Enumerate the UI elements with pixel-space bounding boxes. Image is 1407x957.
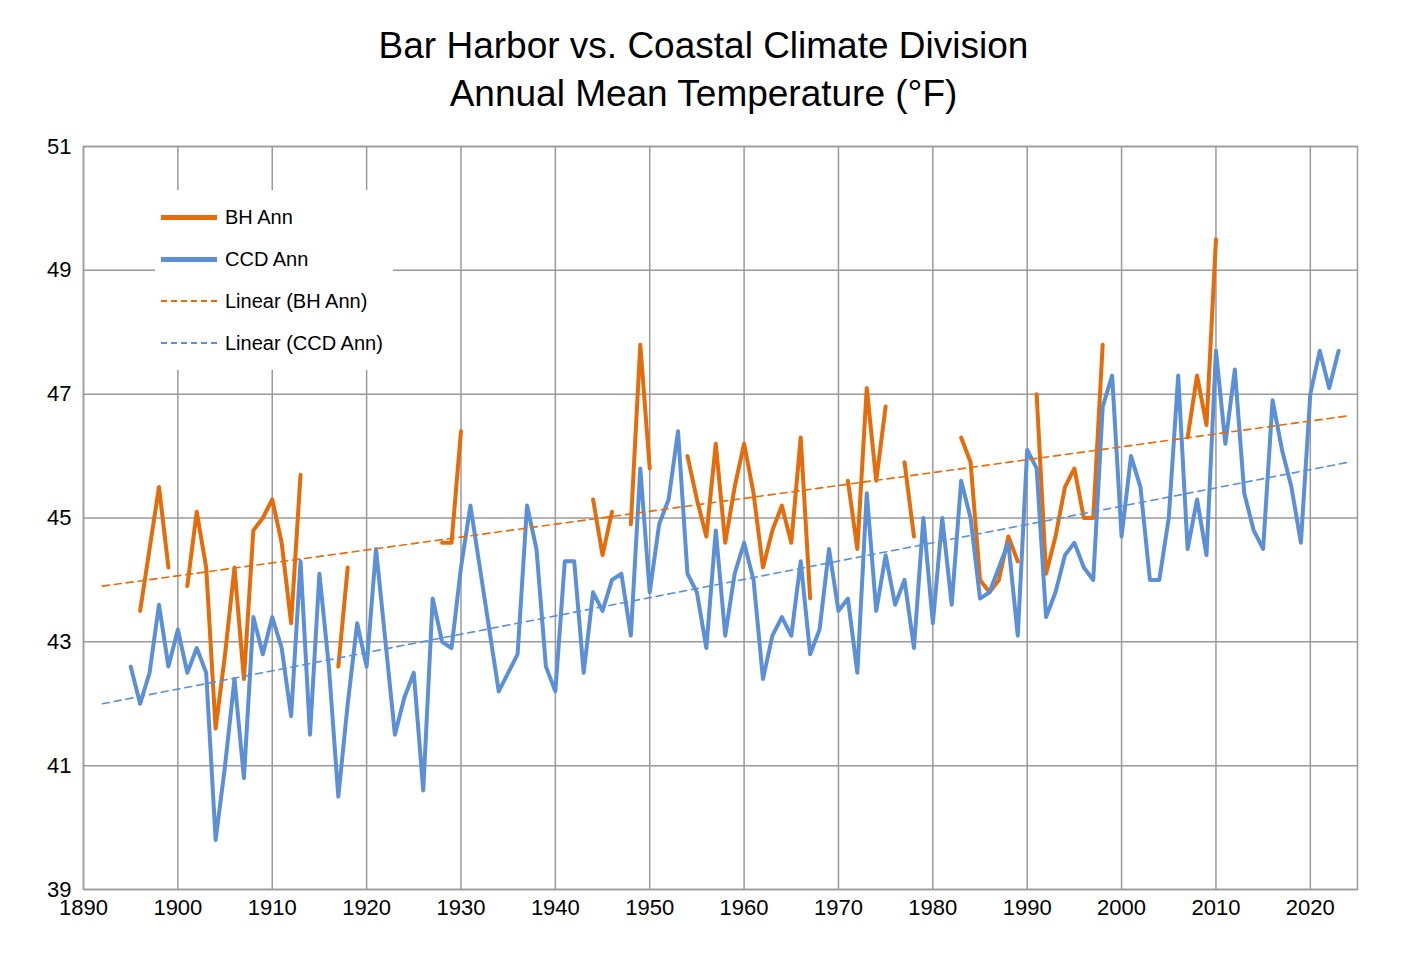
svg-text:1970: 1970	[814, 895, 863, 920]
svg-text:1990: 1990	[1003, 895, 1052, 920]
svg-text:47: 47	[47, 381, 71, 406]
svg-text:1980: 1980	[908, 895, 957, 920]
svg-text:39: 39	[47, 877, 71, 902]
svg-text:1890: 1890	[59, 895, 108, 921]
svg-text:1930: 1930	[437, 895, 486, 920]
svg-text:1900: 1900	[153, 895, 202, 920]
svg-text:49: 49	[47, 257, 71, 282]
svg-text:2020: 2020	[1286, 895, 1335, 920]
svg-text:43: 43	[47, 629, 71, 654]
html-text:Bar Harbor vs. Coastal Climate: Bar Harbor vs. Coastal Climate Division	[378, 25, 1029, 66]
html-text:Linear (BH Ann): Linear (BH Ann)	[225, 289, 368, 312]
svg-text:2000: 2000	[1097, 895, 1146, 920]
html-text:Annual Mean Temperature (°F): Annual Mean Temperature (°F)	[449, 73, 958, 114]
svg-text:45: 45	[47, 505, 71, 530]
html-text:CCD Ann: CCD Ann	[225, 247, 309, 270]
svg-text:1910: 1910	[248, 895, 297, 920]
svg-text:1960: 1960	[720, 895, 769, 920]
svg-text:1920: 1920	[342, 895, 391, 920]
svg-text:1940: 1940	[531, 895, 580, 920]
svg-text:2010: 2010	[1191, 895, 1240, 920]
html-text:Linear (CCD Ann): Linear (CCD Ann)	[225, 331, 383, 354]
html-text:BH Ann: BH Ann	[225, 205, 293, 228]
svg-text:51: 51	[47, 134, 71, 159]
svg-text:1950: 1950	[625, 895, 674, 920]
svg-text:41: 41	[47, 753, 71, 778]
